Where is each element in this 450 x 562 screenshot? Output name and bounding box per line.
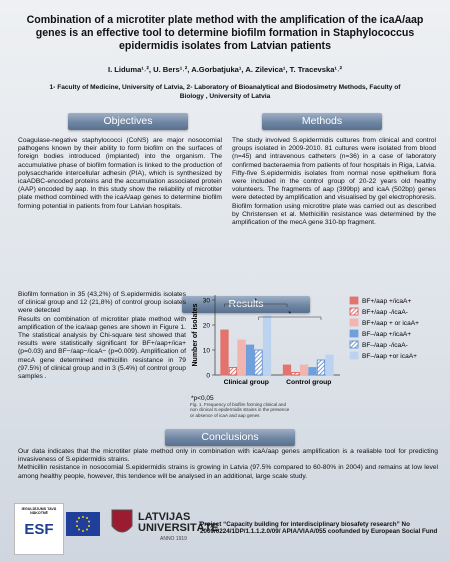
esf-logo: IEGULDĪJUMS TAVĀ NĀKOTNĒ ESF bbox=[14, 503, 64, 555]
authors: I. Liduma¹˒², U. Bers¹˒², A.Gorbatjuka¹,… bbox=[107, 65, 343, 74]
section-heading: Methods bbox=[262, 113, 382, 130]
x-tick-label: Clinical group bbox=[224, 379, 269, 386]
methods-text: The study involved S.epidermidis culture… bbox=[232, 137, 436, 227]
esf-text: ESF bbox=[24, 521, 54, 538]
y-tick-label: 10 bbox=[203, 347, 211, 354]
section-heading: Conclusions bbox=[165, 429, 295, 446]
y-tick-label: 20 bbox=[203, 322, 211, 329]
poster-title: Combination of a microtiter plate method… bbox=[26, 14, 424, 52]
chart: Number of isolates 0 10 20 30 Clinical group C… bbox=[190, 295, 419, 418]
bar bbox=[291, 372, 300, 376]
legend-swatch bbox=[349, 351, 359, 360]
bar bbox=[254, 349, 263, 376]
legend-label: BF–/aap +/icaA+ bbox=[362, 331, 411, 338]
bar bbox=[316, 359, 326, 376]
legend-swatch bbox=[349, 329, 359, 338]
conclusions-text: Our data indicates that the microtiter p… bbox=[18, 448, 438, 481]
esf-slogan: IEGULDĪJUMS TAVĀ NĀKOTNĒ bbox=[21, 507, 57, 515]
figure-caption: Fig. 1. Frequency of biofilm forming cli… bbox=[190, 402, 290, 418]
legend-swatch bbox=[349, 296, 359, 305]
legend-label: BF+/aap +/icaA+ bbox=[362, 298, 411, 305]
paragraph: Results on combination of microtiter pla… bbox=[18, 315, 186, 381]
university-crest bbox=[111, 509, 133, 533]
y-tick-label: 0 bbox=[206, 372, 210, 379]
paragraph: Methicillin resistance in nosocomial S.e… bbox=[18, 464, 438, 480]
legend-label: BF+/aap -/icaA- bbox=[362, 309, 408, 316]
results-text: Biofilm formation in 35 (43,2%) of S.epi… bbox=[18, 291, 186, 381]
project-note: Project “Capacity building for interdisc… bbox=[200, 521, 438, 536]
x-tick-label: Control group bbox=[286, 379, 331, 386]
caption-box: Fig. 1. Frequency of biofilm forming cli… bbox=[190, 402, 290, 418]
legend-label: BF–/aap -/icaA- bbox=[362, 342, 408, 349]
flag bbox=[66, 512, 100, 536]
bar bbox=[325, 354, 334, 376]
university-name: LATVIJAS UNIVERSITĀTE bbox=[138, 511, 219, 534]
legend-swatch bbox=[349, 340, 359, 349]
legend-swatch bbox=[349, 307, 359, 316]
bar bbox=[237, 339, 246, 376]
significance-note: *p<0,05 bbox=[191, 395, 214, 402]
bar bbox=[299, 364, 309, 376]
bar bbox=[245, 344, 255, 376]
paragraph: Biofilm formation in 35 (43,2%) of S.epi… bbox=[18, 291, 186, 315]
objectives-text: Coagulase-negative staphylococci (CoNS) … bbox=[18, 137, 222, 210]
significance-bracket bbox=[224, 303, 288, 307]
bar bbox=[262, 314, 272, 376]
bar bbox=[282, 364, 292, 376]
significance-mark: * bbox=[254, 298, 257, 305]
section-heading: Objectives bbox=[68, 113, 188, 130]
y-axis-label: Number of isolates bbox=[192, 303, 199, 366]
significance-bracket bbox=[258, 316, 322, 320]
shield bbox=[111, 509, 133, 533]
affiliations: 1- Faculty of Medicine, University of La… bbox=[49, 84, 401, 100]
legend-label: BF–/aap +or icaA+ bbox=[362, 353, 417, 360]
bar bbox=[228, 367, 238, 376]
y-tick-label: 30 bbox=[203, 297, 211, 304]
legend-label: BF+/aap + or icaA+ bbox=[362, 320, 419, 327]
eu-flag bbox=[66, 512, 100, 536]
bar bbox=[308, 367, 317, 376]
significance-mark: * bbox=[288, 311, 291, 318]
bar bbox=[220, 329, 229, 376]
stars bbox=[76, 516, 90, 532]
university-anno: ANNO 1919 bbox=[160, 536, 187, 542]
legend-swatch bbox=[349, 318, 359, 327]
paragraph: Our data indicates that the microtiter p… bbox=[18, 448, 438, 464]
